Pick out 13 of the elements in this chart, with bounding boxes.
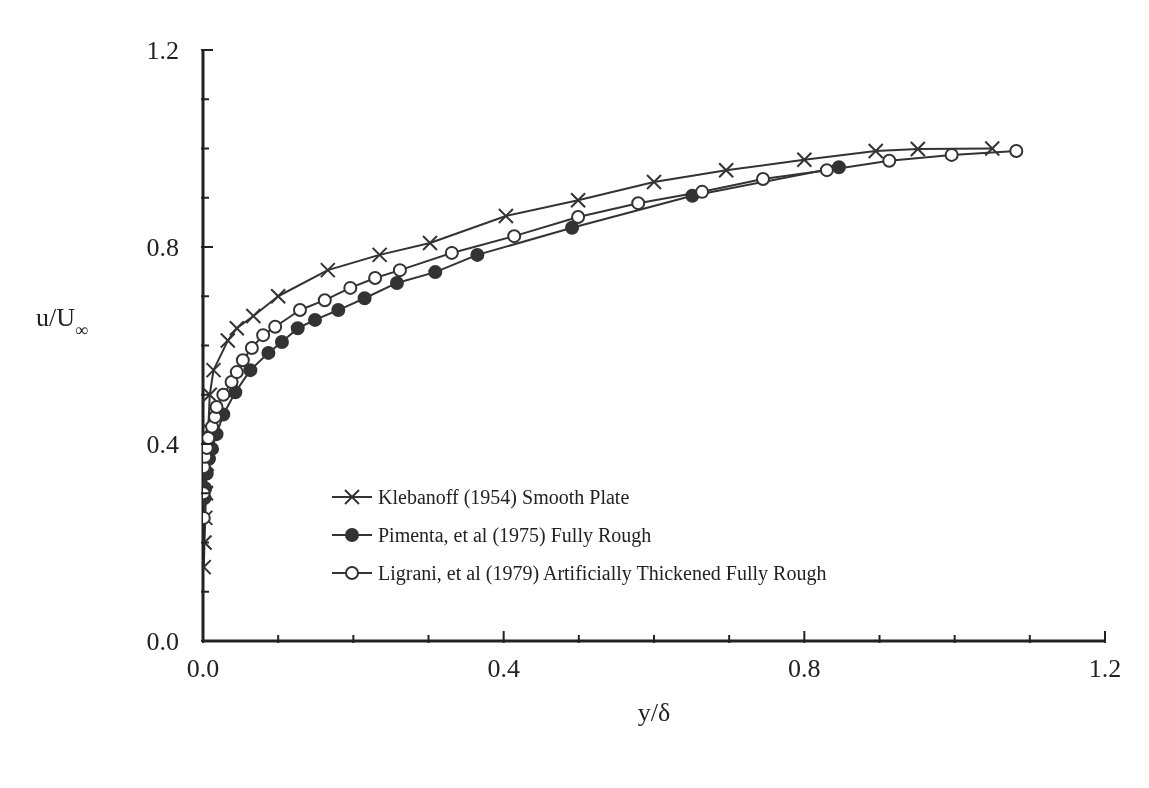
y-tick-label: 0.8 xyxy=(146,233,179,262)
x-axis-title: y/δ xyxy=(637,698,671,727)
y-axis-title: u/U$_{∞}$ xyxy=(36,302,88,340)
x-tick-label: 0.4 xyxy=(487,654,520,683)
y-tick-label: 0.0 xyxy=(146,627,179,656)
legend-label: Ligrani, et al (1979) Artificially Thickened Fully Rough xyxy=(378,561,827,585)
y-tick-label: 1.2 xyxy=(146,36,179,65)
y-tick-label: 0.4 xyxy=(146,430,179,459)
legend-label: Pimenta, et al (1975) Fully Rough xyxy=(378,523,652,547)
x-tick-label: 0.0 xyxy=(186,654,220,683)
x-tick-label: 1.2 xyxy=(1088,654,1122,683)
legend-label: Klebanoff (1954) Smooth Plate xyxy=(378,485,630,509)
x-tick-label: 0.8 xyxy=(788,654,821,683)
